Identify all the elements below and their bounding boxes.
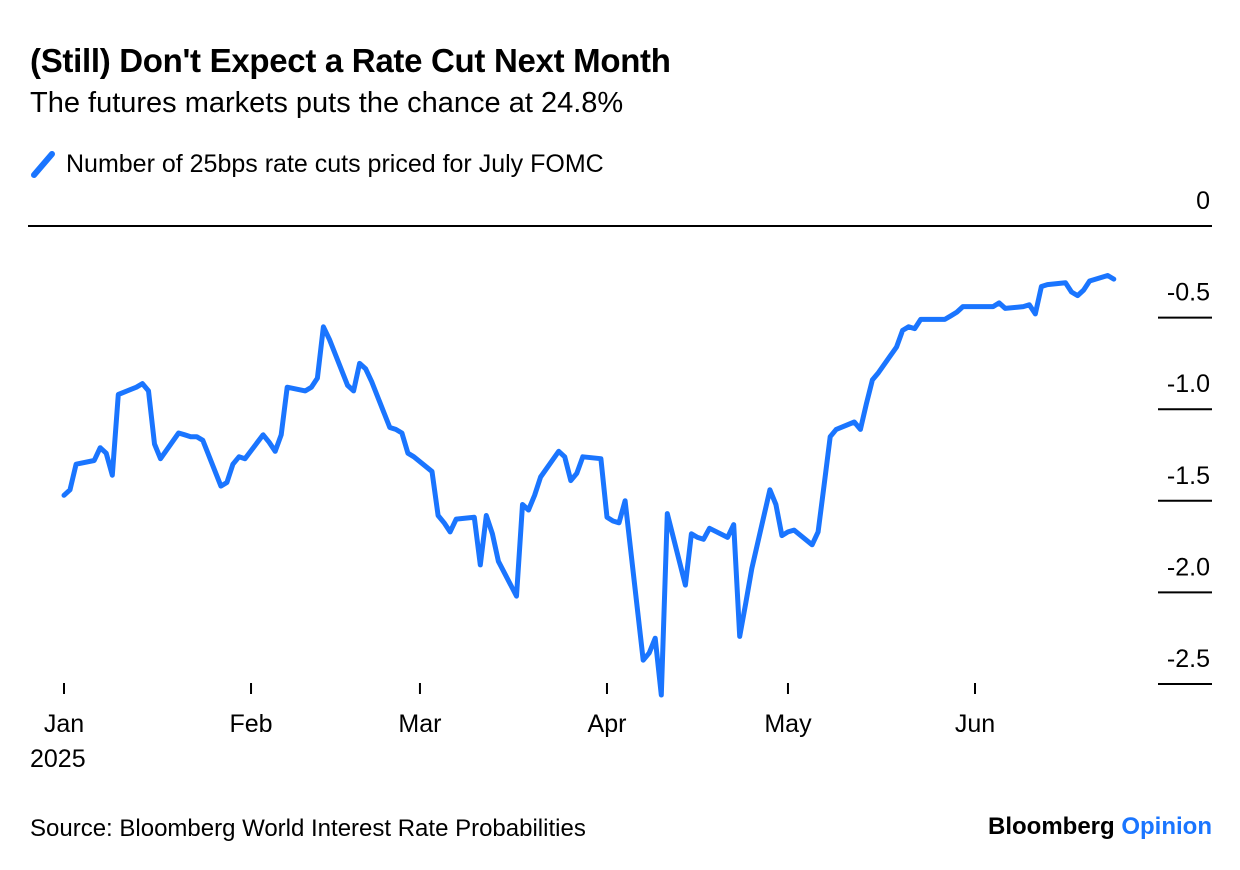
brand-section: Opinion xyxy=(1121,813,1212,840)
legend-label: Number of 25bps rate cuts priced for Jul… xyxy=(66,149,604,178)
brand-name: Bloomberg xyxy=(988,813,1115,840)
x-tick-label: Apr xyxy=(588,710,627,738)
x-tick-label: Jan xyxy=(44,710,84,738)
y-tick-label: -2.0 xyxy=(1167,553,1210,581)
brand-logo: Bloomberg Opinion xyxy=(988,813,1212,841)
chart-subtitle: The futures markets puts the chance at 2… xyxy=(30,87,624,119)
y-tick-label: -0.5 xyxy=(1167,279,1210,307)
y-tick-label: 0 xyxy=(1196,187,1210,215)
x-tick-label: Feb xyxy=(229,710,272,738)
y-tick-label: -1.0 xyxy=(1167,370,1210,398)
source-note: Source: Bloomberg World Interest Rate Pr… xyxy=(30,815,586,842)
series-line xyxy=(61,273,1117,698)
legend-line-icon xyxy=(31,151,55,178)
x-tick-label: May xyxy=(764,710,812,738)
y-tick-label: -2.5 xyxy=(1167,645,1210,673)
x-tick-label: Mar xyxy=(398,710,441,738)
x-tick-label: Jun xyxy=(955,710,995,738)
legend: Number of 25bps rate cuts priced for Jul… xyxy=(30,148,604,180)
x-year-label: 2025 xyxy=(30,745,86,773)
chart-title: (Still) Don't Expect a Rate Cut Next Mon… xyxy=(30,42,671,79)
y-tick-label: -1.5 xyxy=(1167,462,1210,490)
